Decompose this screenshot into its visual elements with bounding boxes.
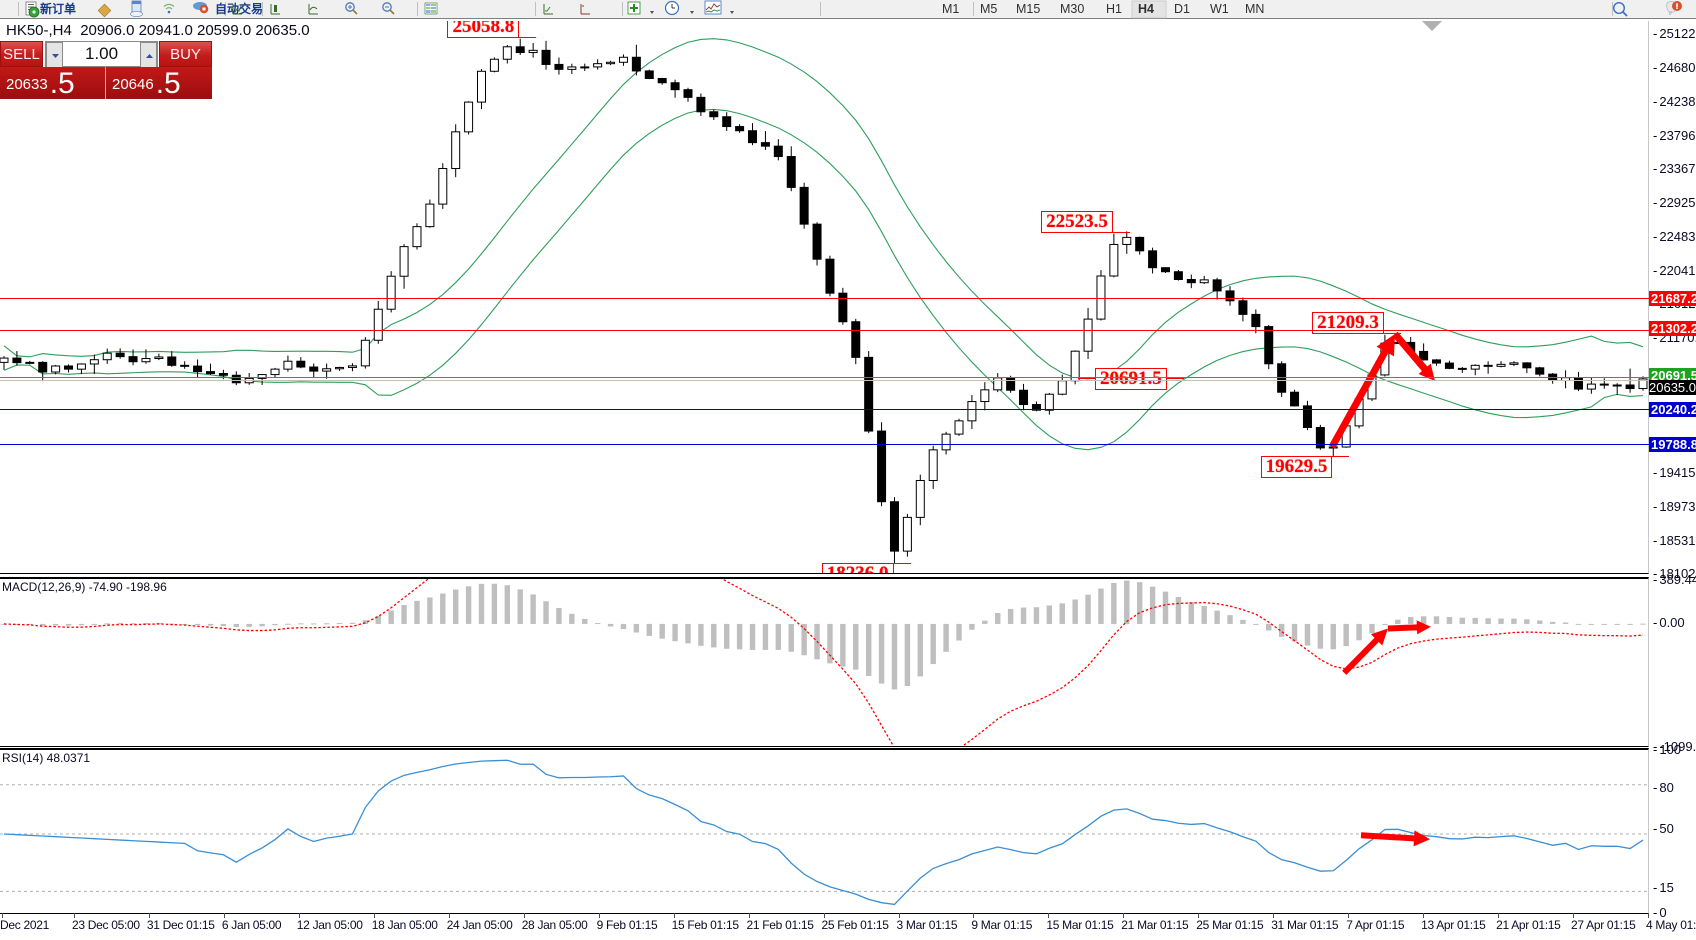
svg-text:H1: H1 [1106,2,1122,16]
svg-text:D1: D1 [1174,2,1190,16]
svg-text:M15: M15 [1016,2,1040,16]
svg-text:H4: H4 [1138,2,1154,16]
svg-text:MN: MN [1245,2,1264,16]
svg-text:新订单: 新订单 [40,1,76,16]
svg-text:M1: M1 [942,2,959,16]
svg-text:M5: M5 [980,2,997,16]
svg-text:W1: W1 [1210,2,1229,16]
svg-text:M30: M30 [1060,2,1084,16]
